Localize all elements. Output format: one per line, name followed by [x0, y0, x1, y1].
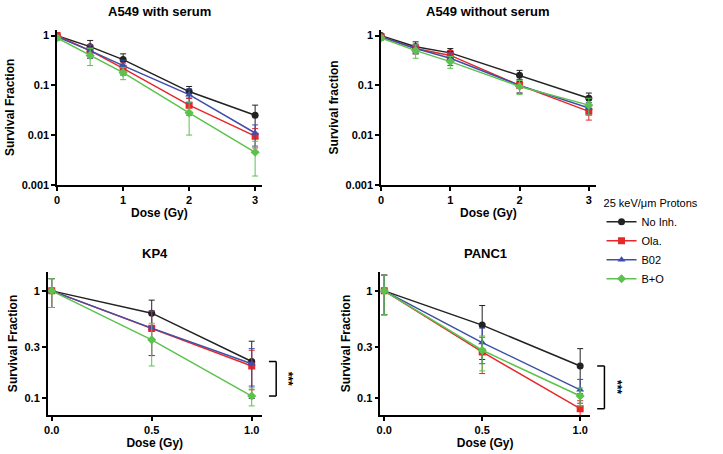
svg-text:Dose (Gy): Dose (Gy): [131, 206, 188, 220]
svg-text:0.001: 0.001: [22, 179, 50, 191]
svg-text:0.0: 0.0: [377, 424, 392, 436]
svg-text:Survival Fraction: Survival Fraction: [6, 295, 20, 392]
svg-text:0.3: 0.3: [24, 341, 39, 353]
svg-text:1: 1: [34, 285, 40, 297]
svg-text:25 keV/μm Protons: 25 keV/μm Protons: [604, 197, 698, 209]
svg-text:Ola.: Ola.: [642, 235, 662, 247]
svg-text:1.0: 1.0: [573, 424, 588, 436]
svg-text:Dose (Gy): Dose (Gy): [460, 206, 517, 220]
svg-text:0.01: 0.01: [352, 129, 373, 141]
svg-text:Dose (Gy): Dose (Gy): [457, 436, 514, 450]
svg-text:A549 without serum: A549 without serum: [426, 4, 550, 19]
svg-text:0.5: 0.5: [475, 424, 490, 436]
svg-text:Survival fraction: Survival fraction: [327, 60, 341, 154]
svg-text:B02: B02: [642, 254, 662, 266]
svg-text:3: 3: [586, 194, 592, 206]
svg-text:0.01: 0.01: [28, 129, 49, 141]
svg-text:1.0: 1.0: [244, 424, 259, 436]
svg-text:0.5: 0.5: [144, 424, 159, 436]
svg-text:2: 2: [516, 194, 522, 206]
svg-text:KP4: KP4: [142, 246, 168, 261]
svg-text:No Inh.: No Inh.: [642, 216, 677, 228]
svg-text:A549 with serum: A549 with serum: [108, 4, 211, 19]
svg-text:0.1: 0.1: [357, 392, 372, 404]
svg-text:1: 1: [43, 29, 49, 41]
svg-text:1: 1: [447, 194, 453, 206]
svg-text:0.0: 0.0: [44, 424, 59, 436]
svg-text:PANC1: PANC1: [464, 246, 507, 261]
svg-text:Survival Fraction: Survival Fraction: [3, 59, 17, 156]
svg-text:3: 3: [252, 194, 258, 206]
svg-text:***: ***: [281, 372, 295, 386]
svg-text:0.3: 0.3: [357, 341, 372, 353]
svg-text:2: 2: [186, 194, 192, 206]
svg-text:0.1: 0.1: [24, 392, 39, 404]
svg-text:***: ***: [610, 380, 624, 394]
svg-text:0.1: 0.1: [358, 79, 373, 91]
svg-text:0: 0: [54, 194, 60, 206]
svg-text:0.001: 0.001: [346, 179, 374, 191]
svg-text:1: 1: [366, 285, 372, 297]
svg-text:1: 1: [367, 29, 373, 41]
svg-text:0.1: 0.1: [34, 79, 49, 91]
svg-text:B+O: B+O: [642, 273, 665, 285]
svg-text:1: 1: [120, 194, 126, 206]
svg-text:Dose (Gy): Dose (Gy): [126, 436, 183, 450]
svg-text:0: 0: [378, 194, 384, 206]
svg-text:Survival Fraction: Survival Fraction: [339, 295, 353, 392]
